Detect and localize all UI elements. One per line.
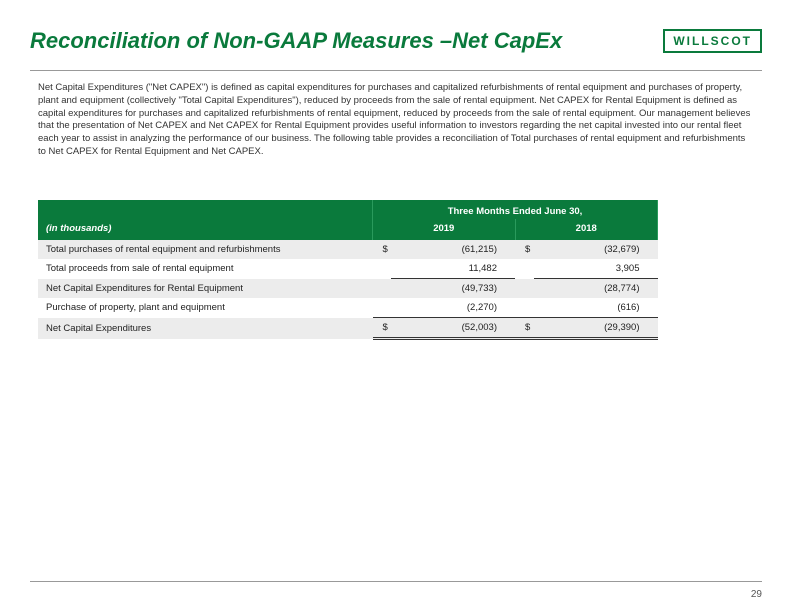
footer-divider xyxy=(30,581,762,582)
header-blank xyxy=(38,200,373,219)
row-label: Net Capital Expenditures for Rental Equi… xyxy=(38,279,373,299)
title-divider xyxy=(30,70,762,71)
currency-symbol xyxy=(515,259,534,279)
row-value: (616) xyxy=(534,298,658,318)
currency-symbol xyxy=(515,279,534,299)
table-row: Purchase of property, plant and equipmen… xyxy=(38,298,658,318)
unit-header: (in thousands) xyxy=(38,219,373,240)
period-header: Three Months Ended June 30, xyxy=(373,200,658,219)
table-row: Net Capital Expenditures$(52,003)$(29,39… xyxy=(38,318,658,339)
page-number: 29 xyxy=(751,589,762,600)
table-row: Total purchases of rental equipment and … xyxy=(38,240,658,259)
logo: WILLSCOT xyxy=(663,29,762,53)
row-value: (61,215) xyxy=(391,240,515,259)
row-value: (2,270) xyxy=(391,298,515,318)
row-value: (28,774) xyxy=(534,279,658,299)
currency-symbol xyxy=(373,298,392,318)
row-label: Net Capital Expenditures xyxy=(38,318,373,339)
capex-table: Three Months Ended June 30, (in thousand… xyxy=(38,200,658,340)
row-value: 11,482 xyxy=(391,259,515,279)
row-value: (32,679) xyxy=(534,240,658,259)
row-label: Total proceeds from sale of rental equip… xyxy=(38,259,373,279)
currency-symbol xyxy=(515,298,534,318)
row-value: (52,003) xyxy=(391,318,515,339)
currency-symbol: $ xyxy=(373,318,392,339)
row-label: Total purchases of rental equipment and … xyxy=(38,240,373,259)
currency-symbol: $ xyxy=(515,240,534,259)
year-2018: 2018 xyxy=(515,219,658,240)
page-title: Reconciliation of Non-GAAP Measures –Net… xyxy=(30,28,562,54)
currency-symbol: $ xyxy=(515,318,534,339)
currency-symbol xyxy=(373,259,392,279)
table-row: Net Capital Expenditures for Rental Equi… xyxy=(38,279,658,299)
table-row: Total proceeds from sale of rental equip… xyxy=(38,259,658,279)
row-value: 3,905 xyxy=(534,259,658,279)
row-value: (29,390) xyxy=(534,318,658,339)
row-value: (49,733) xyxy=(391,279,515,299)
year-2019: 2019 xyxy=(373,219,515,240)
body-paragraph: Net Capital Expenditures ("Net CAPEX") i… xyxy=(38,82,754,159)
row-label: Purchase of property, plant and equipmen… xyxy=(38,298,373,318)
currency-symbol: $ xyxy=(373,240,392,259)
currency-symbol xyxy=(373,279,392,299)
